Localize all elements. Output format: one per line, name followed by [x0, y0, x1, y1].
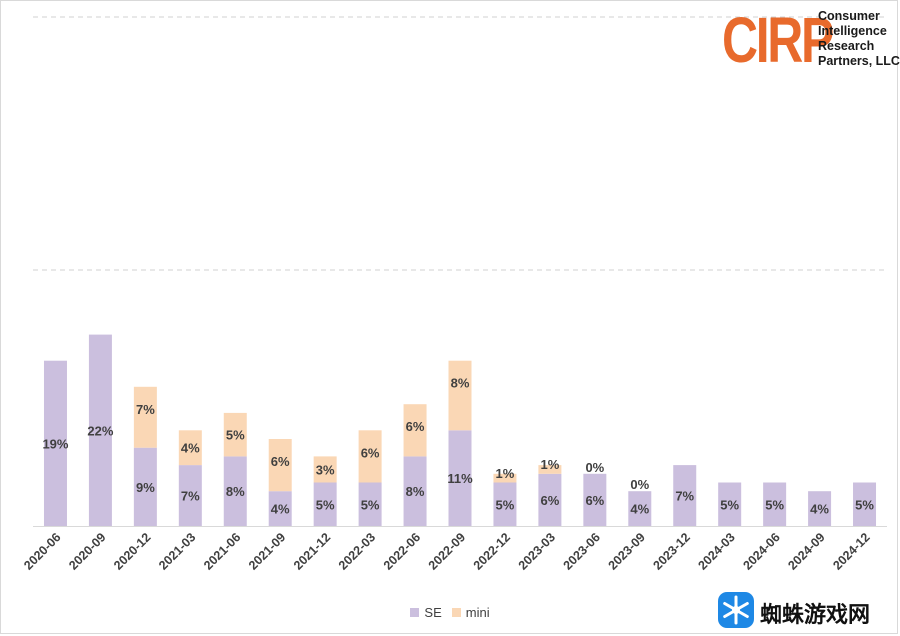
x-tick-label-2024-03: 2024-03: [695, 530, 737, 572]
data-label-se-2022-06: 8%: [406, 484, 425, 499]
bar-se-2022-03: [358, 482, 382, 526]
x-tick-label-2021-03: 2021-03: [156, 530, 198, 572]
data-label-se-2024-06: 5%: [765, 497, 784, 512]
logo-line: Consumer: [818, 9, 880, 23]
x-tick-label-2024-06: 2024-06: [740, 530, 782, 572]
cirp-logo: CIRP Consumer Intelligence Research Part…: [722, 4, 900, 76]
data-label-mini-2020-12: 7%: [136, 402, 155, 417]
legend-label-se: SE: [424, 604, 442, 620]
watermark: 蜘蛛游戏网: [716, 588, 900, 634]
x-tick-label-2023-03: 2023-03: [516, 530, 558, 572]
bar-mini-2021-09: [268, 439, 292, 492]
legend-label-mini: mini: [465, 604, 490, 620]
bar-se-2021-12: [313, 482, 337, 526]
data-label-mini-2022-09: 8%: [451, 376, 470, 391]
x-tick-label-2023-09: 2023-09: [606, 530, 648, 572]
bar-se-2024-12: [853, 482, 877, 526]
x-tick-label-2022-03: 2022-03: [336, 530, 378, 572]
x-tick-label-2024-12: 2024-12: [830, 530, 872, 572]
data-label-mini-2023-03: 1%: [540, 457, 559, 472]
data-label-mini-2021-12: 3%: [316, 462, 335, 477]
data-label-se-2023-09: 4%: [630, 502, 649, 517]
x-tick-label-2024-09: 2024-09: [785, 530, 827, 572]
logo-mark: CIRP: [722, 4, 834, 76]
data-label-mini-2022-03: 6%: [361, 445, 380, 460]
x-tick-label-2021-06: 2021-06: [201, 530, 243, 572]
data-label-se-2023-03: 6%: [540, 493, 559, 508]
data-label-se-2022-09: 11%: [447, 471, 473, 486]
bar-se-2024-09: [808, 491, 832, 526]
data-label-mini-2021-06: 5%: [226, 428, 245, 443]
data-label-mini-2022-06: 6%: [406, 419, 425, 434]
x-tick-label-2020-09: 2020-09: [66, 530, 108, 572]
bar-mini-2022-12: [493, 473, 517, 483]
bar-se-2024-06: [763, 482, 787, 526]
data-label-se-2024-12: 5%: [855, 497, 874, 512]
logo-line: Partners, LLC: [818, 54, 900, 68]
bar-se-2020-09: [88, 334, 112, 526]
data-label-mini-2021-03: 4%: [181, 441, 200, 456]
data-label-se-2021-09: 4%: [271, 502, 290, 517]
data-label-se-2020-12: 9%: [136, 480, 155, 495]
bar-se-2024-03: [718, 482, 742, 526]
data-label-se-2023-06: 6%: [585, 493, 604, 508]
x-tick-label-2022-12: 2022-12: [471, 530, 513, 572]
x-tick-label-2020-06: 2020-06: [21, 530, 63, 572]
data-label-se-2021-12: 5%: [316, 497, 335, 512]
bar-se-2023-09: [628, 491, 652, 526]
data-label-se-2024-09: 4%: [810, 502, 829, 517]
bar-se-2021-09: [268, 491, 292, 526]
bar-se-2022-12: [493, 482, 517, 526]
bar-mini-2022-09: [448, 360, 472, 431]
x-tick-label-2022-06: 2022-06: [381, 530, 423, 572]
bar-se-2023-06: [583, 473, 607, 526]
data-label-se-2022-03: 5%: [361, 497, 380, 512]
bar-mini-2022-06: [403, 404, 427, 457]
bar-se-2020-06: [43, 360, 67, 526]
bar-mini-2021-12: [313, 456, 337, 483]
logo-company-name: Consumer Intelligence Research Partners,…: [818, 9, 900, 69]
legend-swatch-se: [410, 607, 420, 617]
data-label-mini-2021-09: 6%: [271, 454, 290, 469]
bar-se-2023-03: [538, 473, 562, 526]
bar-mini-2021-06: [223, 412, 247, 457]
x-tick-label-2020-12: 2020-12: [111, 530, 153, 572]
logo-line: Research: [818, 39, 875, 53]
data-label-se-2021-03: 7%: [181, 489, 200, 504]
bar-mini-2022-03: [358, 430, 382, 483]
data-label-mini-2022-12: 1%: [496, 466, 515, 481]
bar-se-2020-12: [133, 447, 157, 526]
data-label-se-2021-06: 8%: [226, 484, 245, 499]
legend-item-mini: mini: [451, 604, 490, 620]
x-tick-label-2022-09: 2022-09: [426, 530, 468, 572]
bar-mini-2021-03: [178, 430, 202, 466]
data-label-se-2020-09: 22%: [87, 423, 113, 438]
bar-se-2021-03: [178, 465, 202, 526]
data-label-se-2024-03: 5%: [720, 497, 739, 512]
bar-se-2022-06: [403, 456, 427, 526]
data-label-mini-2023-09: 0%: [630, 477, 649, 492]
bar-mini-2023-03: [538, 465, 562, 474]
bar-se-2021-06: [223, 456, 247, 526]
x-tick-label-2023-12: 2023-12: [651, 530, 693, 572]
spider-snowflake-icon: [718, 592, 754, 628]
bar-se-2022-09: [448, 430, 472, 526]
data-label-se-2022-12: 5%: [496, 497, 515, 512]
x-tick-label-2023-06: 2023-06: [561, 530, 603, 572]
legend-item-se: SE: [410, 604, 442, 620]
chart-legend: SE mini: [0, 603, 900, 621]
logo-line: Intelligence: [818, 24, 887, 38]
x-tick-label-2021-12: 2021-12: [291, 530, 333, 572]
bar-mini-2020-12: [133, 386, 157, 448]
legend-swatch-mini: [451, 607, 461, 617]
watermark-text: 蜘蛛游戏网: [760, 603, 871, 628]
data-label-se-2023-12: 7%: [675, 489, 694, 504]
data-label-mini-2023-06: 0%: [585, 460, 604, 475]
data-label-se-2020-06: 19%: [42, 436, 68, 451]
x-tick-label-2021-09: 2021-09: [246, 530, 288, 572]
bar-se-2023-12: [673, 465, 697, 526]
